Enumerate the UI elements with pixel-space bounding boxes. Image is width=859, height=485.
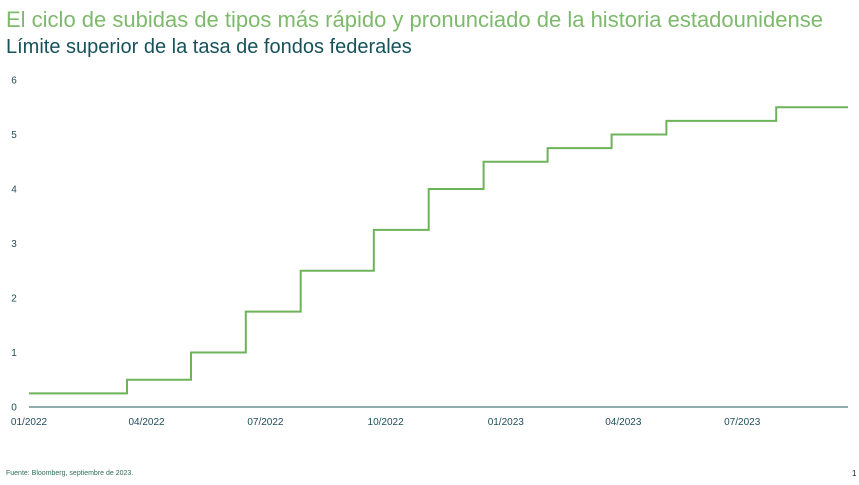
x-tick-label: 01/2023 [488, 417, 525, 428]
chart-title: El ciclo de subidas de tipos más rápido … [6, 7, 823, 32]
x-tick-label: 10/2022 [368, 417, 405, 428]
x-tick-label: 07/2023 [724, 417, 761, 428]
y-tick-label: 6 [11, 76, 17, 87]
x-axis-ticks: 01/2022 04/2022 07/2022 10/2022 01/2023 04/20… [11, 417, 761, 428]
x-tick-label: 07/2022 [247, 417, 284, 428]
chart-subtitle: Límite superior de la tasa de fondos fed… [6, 36, 412, 58]
y-tick-label: 1 [11, 348, 17, 359]
y-tick-label: 4 [11, 185, 17, 196]
y-axis-ticks: 0 1 2 3 4 5 6 [11, 76, 17, 414]
x-tick-label: 04/2023 [605, 417, 642, 428]
x-tick-label: 04/2022 [128, 417, 165, 428]
page-number: 1 [852, 469, 857, 478]
fed-funds-upper-limit-line [29, 106, 848, 395]
y-tick-label: 3 [11, 239, 17, 250]
y-tick-label: 5 [11, 130, 17, 141]
y-tick-label: 0 [11, 403, 17, 414]
y-tick-label: 2 [11, 294, 17, 305]
source-note: Fuente: Bloomberg, septiembre de 2023. [6, 470, 134, 477]
x-tick-label: 01/2022 [11, 417, 48, 428]
